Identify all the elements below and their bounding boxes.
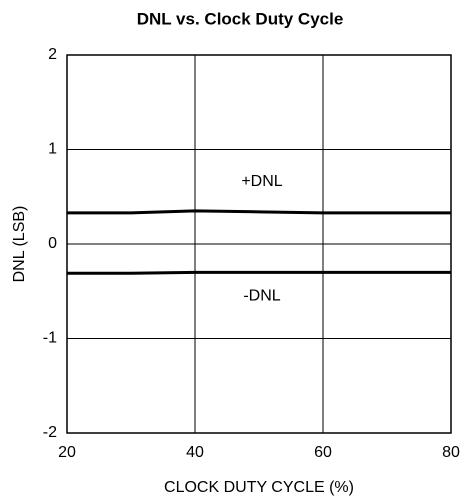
chart-title: DNL vs. Clock Duty Cycle	[137, 9, 344, 28]
y-axis-label: DNL (LSB)	[11, 206, 28, 283]
series-line	[67, 270, 451, 275]
x-axis-label: CLOCK DUTY CYCLE (%)	[164, 479, 354, 496]
x-tick-label: 60	[314, 444, 332, 461]
y-tick-label: 0	[48, 235, 57, 252]
x-tick-label: 40	[186, 444, 204, 461]
x-tick-label: 80	[442, 444, 460, 461]
y-tick-label: 2	[48, 46, 57, 63]
series-line	[67, 209, 451, 215]
y-tick-label: 1	[48, 141, 57, 158]
series-label: -DNL	[243, 288, 280, 305]
plot-frame	[66, 54, 452, 434]
series-label: +DNL	[241, 173, 282, 190]
x-tick-label: 20	[58, 444, 76, 461]
y-tick-label: -2	[43, 424, 57, 441]
y-tick-label: -1	[43, 330, 57, 347]
